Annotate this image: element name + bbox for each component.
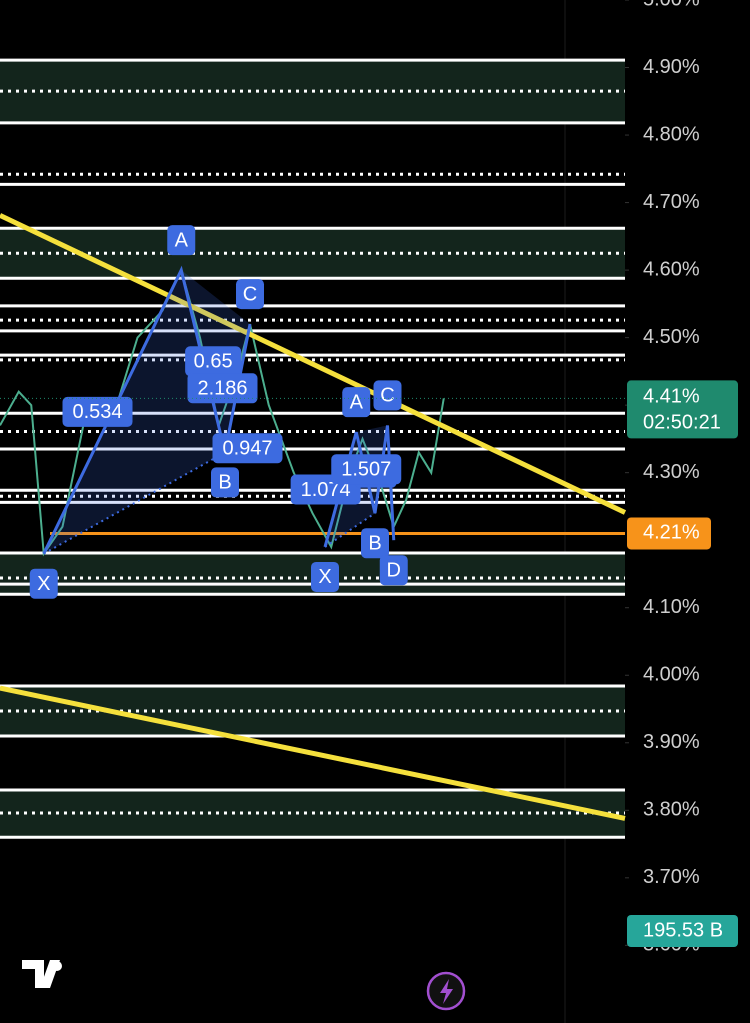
pattern-point-label: X (318, 566, 331, 588)
last-price-label: 4.41% (643, 386, 700, 408)
pattern-ratio: 0.65 (194, 351, 233, 373)
y-tick-label: 3.80% (643, 799, 700, 821)
trendline (0, 213, 627, 515)
pattern-point-label-box (373, 380, 402, 411)
pattern-point-label-box (342, 387, 371, 418)
pattern-ratio: 0.534 (72, 401, 122, 423)
pattern-point-label: A (175, 229, 189, 251)
y-tick-label: 5.00% (643, 0, 700, 10)
y-tick-label: 3.70% (643, 866, 700, 888)
logo (22, 960, 62, 988)
pattern-ratio-box (187, 373, 258, 404)
y-tick-label: 3.90% (643, 731, 700, 753)
y-tick-label: 4.70% (643, 191, 700, 213)
pattern-point-label: A (350, 391, 364, 413)
pattern-point-label-box (236, 279, 264, 310)
pattern-point-label: D (387, 559, 401, 581)
pattern-ratio: 2.186 (197, 378, 247, 400)
logo-mark (22, 960, 60, 988)
ref-price-box (627, 517, 711, 550)
pattern-ratio: 1.074 (301, 479, 351, 501)
pattern-point-label-box (379, 555, 408, 586)
pattern-point-label: C (380, 385, 394, 407)
pattern-ratio-box (212, 433, 283, 464)
volume-label: 195.53 B (643, 919, 723, 941)
pattern-ratio-box (331, 454, 402, 485)
pattern-ratio: 0.947 (222, 438, 272, 460)
y-tick-label: 4.10% (643, 596, 700, 618)
pattern-point-label-box (211, 467, 239, 498)
pattern-ratio-box (62, 396, 133, 427)
pattern-ratio: 1.507 (341, 459, 391, 481)
volume-box (627, 915, 738, 947)
pattern-point-label-box (361, 528, 389, 559)
y-tick-label: 4.30% (643, 461, 700, 483)
lightning-icon (440, 979, 453, 1004)
pattern-point-label: C (243, 283, 257, 305)
y-tick-label: 4.90% (643, 56, 700, 78)
pattern-point-label: B (368, 532, 381, 554)
y-tick-label: 4.50% (643, 326, 700, 348)
pattern-point-label: B (218, 472, 231, 494)
y-tick-label: 4.00% (643, 664, 700, 686)
pattern-dotted (324, 512, 376, 548)
trendline (0, 685, 626, 821)
pattern-point-label: X (37, 573, 50, 595)
y-tick-label: 4.60% (643, 258, 700, 280)
pattern-dotted (43, 451, 226, 555)
pattern-point-label-box (167, 225, 196, 256)
pattern-point-label-box (29, 568, 58, 599)
last-price-box (627, 380, 738, 439)
countdown: 02:50:21 (643, 412, 721, 434)
pattern-point-label-box (311, 561, 339, 592)
pattern-area (43, 270, 225, 554)
logo-dot (52, 961, 62, 971)
y-tick-label: 4.80% (643, 123, 700, 145)
pattern-ratio-box (185, 346, 242, 377)
ref-price-label: 4.21% (643, 522, 700, 544)
